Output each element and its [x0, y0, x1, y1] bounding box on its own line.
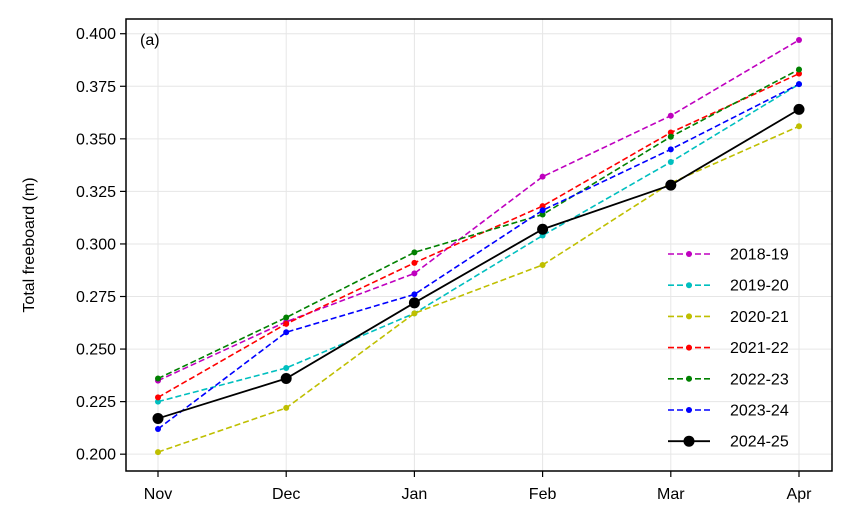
- series-line: [157, 125, 800, 453]
- series-lines: [152, 37, 805, 456]
- legend-item: 2021-22: [668, 340, 789, 357]
- legend-marker: [686, 407, 692, 413]
- legend-marker: [686, 375, 692, 382]
- data-point: [411, 259, 418, 266]
- legend-label: 2021-22: [730, 340, 789, 357]
- y-tick-label: 0.400: [76, 26, 116, 43]
- legend-marker: [686, 344, 692, 351]
- x-tick-label: Dec: [272, 486, 300, 503]
- legend-label: 2020-21: [730, 309, 789, 326]
- legend-marker: [686, 251, 692, 257]
- series-2023-24: [155, 81, 802, 432]
- data-point: [283, 364, 290, 371]
- data-point: [408, 297, 420, 309]
- data-point: [283, 314, 290, 321]
- legend-label: 2023-24: [730, 403, 789, 420]
- legend-marker: [683, 435, 695, 447]
- series-2024-25: [152, 103, 805, 424]
- data-point: [539, 203, 546, 210]
- y-tick-label: 0.325: [76, 184, 116, 201]
- data-point: [667, 133, 674, 140]
- x-tick-label: Jan: [402, 486, 428, 503]
- y-axis-title: Total freeboard (m): [21, 177, 38, 312]
- data-point: [793, 103, 805, 115]
- data-point: [665, 179, 677, 191]
- legend-label: 2019-20: [730, 278, 789, 295]
- legend-marker: [686, 313, 692, 320]
- legend-label: 2024-25: [730, 434, 789, 451]
- data-point: [280, 372, 292, 384]
- data-point: [155, 394, 161, 401]
- data-point: [796, 37, 802, 44]
- series-2020-21: [155, 123, 802, 456]
- data-point: [155, 398, 161, 405]
- axes: 0.200 0.225 0.250 0.275 0.300 0.325 0.350 0.375…: [76, 26, 812, 503]
- data-point: [411, 310, 418, 317]
- data-point: [796, 70, 802, 77]
- series-2018-19: [155, 37, 802, 384]
- y-tick-label: 0.350: [76, 131, 116, 148]
- panel-label: (a): [140, 32, 160, 49]
- data-point: [667, 112, 674, 119]
- series-2019-20: [155, 81, 802, 405]
- legend-item: 2019-20: [668, 278, 789, 295]
- data-point: [283, 404, 290, 411]
- data-point: [411, 249, 418, 256]
- data-point: [539, 173, 546, 180]
- data-point: [411, 291, 418, 298]
- data-point: [283, 329, 290, 336]
- legend-label: 2022-23: [730, 371, 789, 388]
- legend-item: 2023-24: [668, 403, 789, 420]
- legend-label: 2018-19: [730, 247, 789, 264]
- data-point: [152, 412, 164, 424]
- data-point: [411, 270, 418, 277]
- data-point: [796, 66, 802, 73]
- data-point: [796, 81, 802, 88]
- x-tick-label: Mar: [657, 486, 685, 503]
- data-point: [155, 425, 161, 432]
- grid-lines: [126, 19, 832, 471]
- legend: 2018-19 2019-20 2020-21 2021-22 2022-23 2023-…: [668, 247, 789, 451]
- data-point: [667, 146, 674, 153]
- data-point: [539, 207, 546, 214]
- y-tick-label: 0.275: [76, 289, 116, 306]
- x-tick-label: Nov: [144, 486, 172, 503]
- series-line: [157, 68, 800, 380]
- y-tick-label: 0.375: [76, 79, 116, 96]
- legend-marker: [686, 282, 692, 289]
- legend-item: 2022-23: [668, 371, 789, 388]
- data-point: [155, 449, 161, 456]
- x-tick-label: Feb: [529, 486, 557, 503]
- y-tick-label: 0.225: [76, 394, 116, 411]
- data-point: [283, 320, 290, 327]
- series-line: [157, 83, 800, 430]
- y-tick-label: 0.250: [76, 342, 116, 359]
- legend-item: 2024-25: [668, 434, 789, 451]
- series-line: [157, 39, 800, 382]
- series-line: [157, 83, 800, 403]
- data-point: [539, 261, 546, 268]
- y-tick-label: 0.200: [76, 447, 116, 464]
- legend-item: 2020-21: [668, 309, 789, 326]
- data-point: [667, 129, 674, 136]
- legend-item: 2018-19: [668, 247, 789, 264]
- y-tick-label: 0.300: [76, 236, 116, 253]
- plot-frame: [125, 18, 833, 472]
- data-point: [155, 375, 161, 382]
- series-line: [157, 108, 800, 420]
- x-tick-label: Apr: [787, 486, 813, 503]
- series-2021-22: [155, 70, 802, 401]
- series-2022-23: [155, 66, 802, 382]
- data-point: [796, 123, 802, 130]
- data-point: [539, 211, 546, 218]
- data-point: [667, 158, 674, 165]
- data-point: [537, 223, 549, 235]
